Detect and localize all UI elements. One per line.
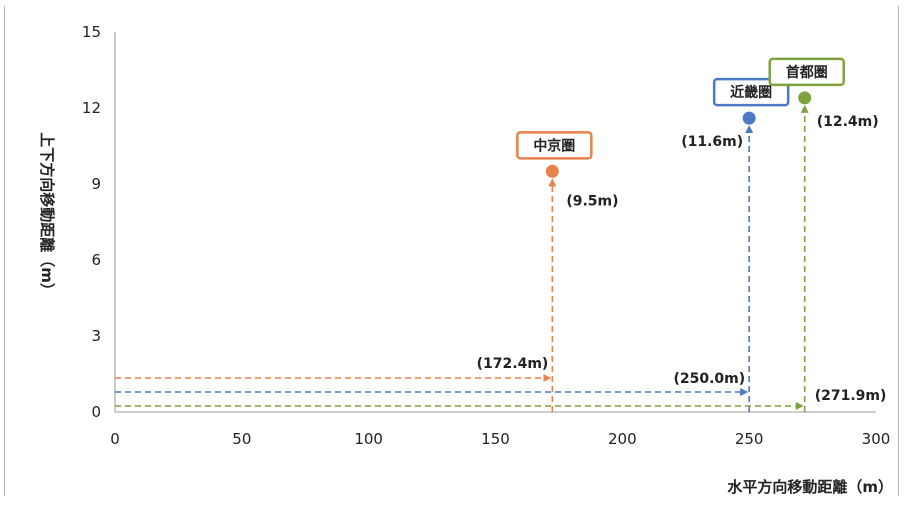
- y-value-label: (12.4m): [817, 114, 879, 130]
- x-tick-label: 150: [481, 430, 510, 448]
- y-tick-labels: 0 3 6 9 12 15: [82, 23, 101, 421]
- chart-frame: [4, 6, 899, 496]
- x-tick-label: 250: [735, 430, 764, 448]
- x-tick-label: 200: [608, 430, 637, 448]
- data-point: [798, 91, 812, 105]
- x-value-label: (271.9m): [815, 388, 887, 404]
- y-value-label: (9.5m): [566, 193, 618, 209]
- data-points: [545, 91, 812, 178]
- y-tick-label: 12: [82, 99, 101, 117]
- value-labels: (9.5m) (172.4m) (11.6m) (250.0m) (12.4m) (271…: [477, 114, 887, 404]
- x-tick-labels: 0 50 100 150 200 250 300: [110, 430, 890, 448]
- y-tick-label: 15: [82, 23, 101, 41]
- series-tag-label: 首都圏: [786, 64, 828, 81]
- series-tag-label: 中京圏: [533, 137, 575, 154]
- y-tick-label: 9: [91, 175, 101, 193]
- series-tag-box: [516, 131, 593, 160]
- y-axis-title: 上下方向移動距離（m）: [38, 132, 56, 298]
- guide-lines: [115, 104, 809, 412]
- series-tag-box: [768, 57, 845, 87]
- x-tick-label: 0: [110, 430, 120, 448]
- x-tick-label: 300: [862, 430, 891, 448]
- y-value-label: (11.6m): [681, 134, 743, 150]
- series-tag-label: 近畿圏: [730, 84, 772, 101]
- x-value-label: (250.0m): [673, 371, 745, 387]
- data-point: [742, 111, 756, 125]
- x-axis-title: 水平方向移動距離（m）: [727, 478, 893, 496]
- y-tick-label: 0: [91, 403, 101, 421]
- y-tick-label: 3: [91, 327, 101, 345]
- x-value-label: (172.4m): [477, 356, 549, 372]
- series-tag-box: [712, 77, 790, 107]
- data-point: [545, 164, 559, 178]
- x-tick-label: 50: [232, 430, 251, 448]
- y-tick-label: 6: [91, 251, 101, 269]
- x-tick-label: 100: [354, 430, 383, 448]
